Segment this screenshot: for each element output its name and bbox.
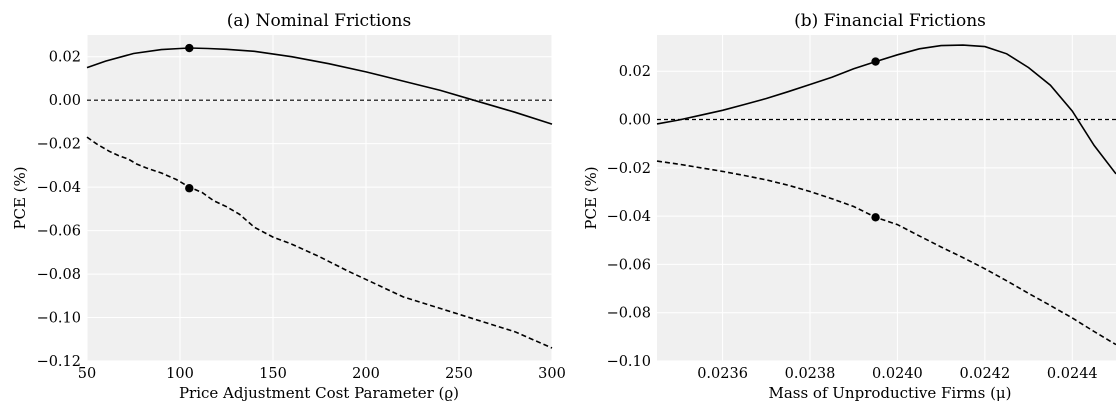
panel-b-plot-area bbox=[657, 35, 1116, 361]
panel-b-x-tick-label: 0.0238 bbox=[785, 366, 836, 382]
panel-a-y-tick-label: −0.02 bbox=[37, 137, 81, 153]
panel-a-x-tick-label: 100 bbox=[166, 366, 194, 382]
panel-a-x-tick-label: 50 bbox=[78, 366, 96, 382]
panel-b-y-tick-label: 0.02 bbox=[619, 64, 651, 80]
panel-a-y-tick-label: −0.10 bbox=[37, 311, 81, 327]
panel-b-y-tick-label: −0.08 bbox=[607, 306, 651, 322]
panel-b-x-tick-label: 0.0236 bbox=[697, 366, 748, 382]
panel-b-x-axis-label: Mass of Unproductive Firms (μ) bbox=[768, 384, 1011, 402]
panel-a-series-solid-line bbox=[86, 47, 553, 125]
panel-a-plot-area bbox=[87, 35, 552, 361]
panel-a-marker-point bbox=[185, 43, 194, 53]
panel-a-y-tick-label: −0.04 bbox=[37, 180, 81, 196]
panel-b-title: (b) Financial Frictions bbox=[794, 11, 986, 31]
panel-a-x-tick-label: 300 bbox=[538, 366, 566, 382]
panel-b-y-tick-label: −0.04 bbox=[607, 209, 651, 225]
panel-a-y-tick-label: −0.06 bbox=[37, 224, 81, 240]
panel-b-chart: −0.10 −0.08 −0.06 −0.04 −0.02 0.00 0.02 0.0236… bbox=[582, 11, 1116, 402]
panel-a-x-tick-label: 200 bbox=[352, 366, 380, 382]
panel-a-y-tick-label: 0.02 bbox=[49, 50, 81, 66]
panel-a-y-axis-label: PCE (%) bbox=[11, 166, 29, 229]
panel-b-x-tick-label: 0.0240 bbox=[872, 366, 923, 382]
panel-a-y-tick-label: −0.12 bbox=[37, 354, 81, 370]
panel-b-y-tick-label: 0.00 bbox=[619, 113, 651, 129]
panel-a-y-tick-label: 0.00 bbox=[49, 93, 81, 109]
panel-b-series-solid-line bbox=[656, 44, 1116, 175]
panel-b-series-dashed-line bbox=[656, 160, 1116, 346]
panel-a-x-tick-label: 150 bbox=[259, 366, 287, 382]
panel-b-y-axis-label: PCE (%) bbox=[582, 166, 600, 229]
panel-a-y-tick-label: −0.08 bbox=[37, 267, 81, 283]
panel-b-marker-point bbox=[871, 57, 880, 66]
panel-b-y-tick-label: −0.10 bbox=[607, 354, 651, 370]
panel-b-x-tick-label: 0.0242 bbox=[959, 366, 1010, 382]
panel-a-x-axis-label: Price Adjustment Cost Parameter (ϱ) bbox=[179, 384, 459, 402]
panel-b-y-tick-label: −0.06 bbox=[607, 257, 651, 273]
panel-b-marker-point bbox=[871, 213, 880, 222]
panel-b-x-tick-label: 0.0244 bbox=[1047, 366, 1098, 382]
panel-b-y-tick-label: −0.02 bbox=[607, 161, 651, 177]
panel-a-marker-point bbox=[185, 184, 194, 193]
panel-a-series-dashed-line bbox=[86, 136, 553, 349]
panel-a-title: (a) Nominal Frictions bbox=[227, 11, 411, 31]
panel-a-x-tick-label: 250 bbox=[445, 366, 473, 382]
panel-a-chart: −0.12 −0.10 −0.08 −0.06 −0.04 −0.02 0.00 0.02 5… bbox=[11, 11, 566, 402]
